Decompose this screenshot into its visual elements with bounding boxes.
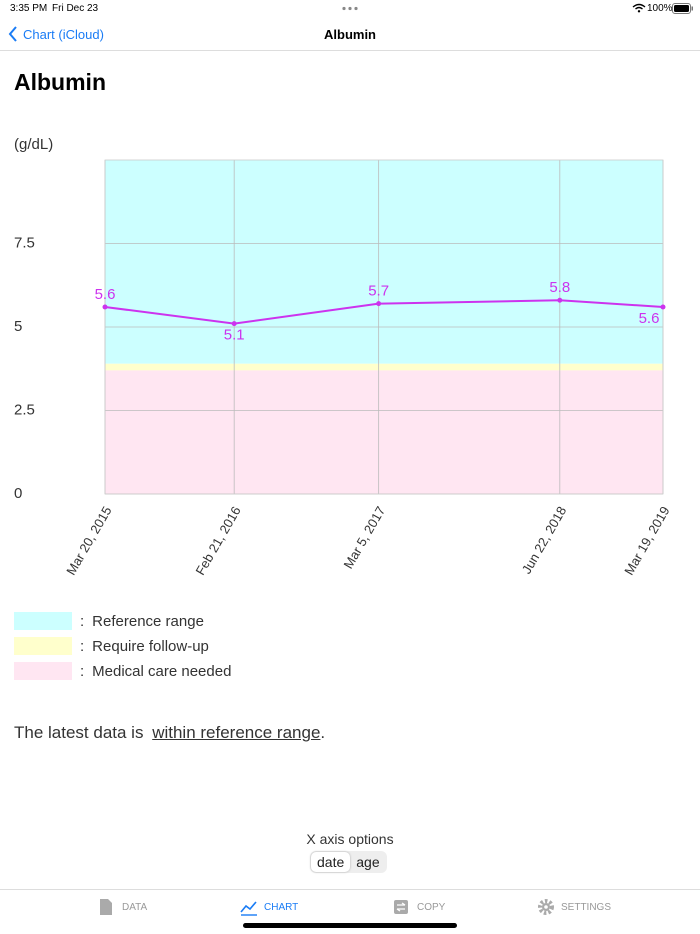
- legend-swatch: [14, 637, 72, 655]
- multitask-dots[interactable]: [342, 6, 358, 11]
- x-tick-label: Mar 5, 2017: [341, 504, 389, 572]
- tab-divider: [0, 889, 700, 890]
- tab-item[interactable]: COPY: [393, 898, 445, 916]
- tab-icon: [100, 899, 112, 915]
- tab-icon: [538, 899, 554, 915]
- data-point: [231, 321, 237, 327]
- legend-label: Medical care needed: [92, 662, 232, 680]
- x-axis-segmented-control: date age: [310, 851, 387, 873]
- x-tick-label: Mar 20, 2015: [63, 504, 114, 578]
- x-tick-label: Feb 21, 2016: [192, 504, 243, 578]
- tab-icon: [240, 901, 257, 916]
- tab-label: SETTINGS: [561, 901, 612, 913]
- message-suffix: .: [320, 723, 326, 742]
- value-label: 5.8: [549, 279, 570, 296]
- legend-label: Reference range: [92, 612, 204, 630]
- legend-separator: :: [80, 612, 85, 630]
- range-band: [105, 160, 663, 364]
- legend-swatch: [14, 662, 72, 680]
- x-axis-options-label: X axis options: [306, 831, 394, 847]
- range-band: [105, 370, 663, 494]
- legend-item: : Reference range: [14, 612, 204, 630]
- tab-label: COPY: [417, 901, 446, 913]
- wifi-icon: [632, 3, 646, 13]
- tab-item[interactable]: CHART: [240, 898, 298, 916]
- home-indicator: [243, 923, 457, 928]
- status-date: Fri Dec 23: [52, 3, 99, 14]
- y-tick-label: 5: [14, 318, 22, 335]
- segment-option[interactable]: date: [311, 852, 351, 872]
- tab-item[interactable]: DATA: [98, 898, 147, 916]
- nav-title: Albumin: [324, 27, 376, 42]
- chart: (g/dL) 0 2.5 5 7.5 Mar 20, 2015 Feb 21, 2016 M…: [14, 136, 673, 578]
- value-label: 5.6: [639, 310, 660, 327]
- tab-item[interactable]: SETTINGS: [537, 898, 611, 916]
- plot-frame: [104, 159, 664, 495]
- tab-label: CHART: [264, 901, 299, 913]
- legend-item: : Require follow-up: [14, 637, 209, 655]
- x-tick-label: Mar 19, 2019: [621, 504, 672, 578]
- page-title: Albumin: [14, 69, 106, 95]
- value-label: 5.6: [95, 286, 116, 303]
- battery-icon: [672, 3, 693, 14]
- status-message: The latest data is within reference rang…: [14, 723, 325, 743]
- data-point: [660, 304, 666, 310]
- legend-label: Require follow-up: [92, 637, 209, 655]
- battery-percent: 100%: [647, 3, 673, 14]
- segment-option[interactable]: age: [356, 854, 380, 870]
- status-time: 3:35 PM: [10, 3, 48, 14]
- tab-icon: [394, 900, 408, 914]
- data-point: [557, 297, 563, 303]
- y-tick-label: 7.5: [14, 234, 35, 251]
- data-point: [376, 301, 382, 307]
- y-tick-label: 0: [14, 485, 22, 502]
- back-chevron[interactable]: [8, 26, 18, 42]
- back-button[interactable]: Chart (iCloud): [23, 27, 104, 42]
- nav-divider: [0, 50, 700, 51]
- value-label: 5.7: [368, 283, 389, 300]
- message-prefix: The latest data is: [14, 723, 144, 742]
- value-label: 5.1: [224, 327, 245, 344]
- legend-item: : Medical care needed: [14, 662, 231, 680]
- tab-label: DATA: [122, 901, 148, 913]
- x-tick-label: Jun 22, 2018: [519, 504, 570, 577]
- legend-swatch: [14, 612, 72, 630]
- range-band: [105, 363, 663, 371]
- legend-separator: :: [80, 637, 85, 655]
- legend-separator: :: [80, 662, 85, 680]
- data-point: [102, 304, 108, 310]
- y-tick-label: 2.5: [14, 401, 35, 418]
- message-link[interactable]: within reference range: [152, 723, 321, 742]
- y-axis-label: (g/dL): [14, 136, 53, 153]
